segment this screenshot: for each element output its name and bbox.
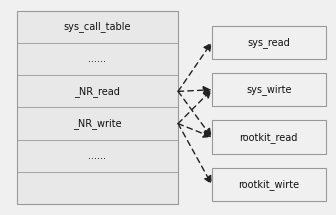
Bar: [212, 120, 326, 154]
Text: sys_call_table: sys_call_table: [64, 22, 131, 32]
Text: rootkit_wirte: rootkit_wirte: [238, 179, 299, 190]
Bar: [212, 73, 326, 106]
Text: rootkit_read: rootkit_read: [240, 132, 298, 143]
Bar: [17, 11, 178, 204]
Text: sys_wirte: sys_wirte: [246, 84, 292, 95]
Text: ......: ......: [88, 54, 107, 64]
Text: _NR_read: _NR_read: [75, 86, 120, 97]
Text: ......: ......: [88, 151, 107, 161]
Bar: [212, 168, 326, 201]
Text: sys_read: sys_read: [247, 37, 290, 48]
Text: _NR_write: _NR_write: [73, 118, 122, 129]
Bar: [212, 26, 326, 59]
